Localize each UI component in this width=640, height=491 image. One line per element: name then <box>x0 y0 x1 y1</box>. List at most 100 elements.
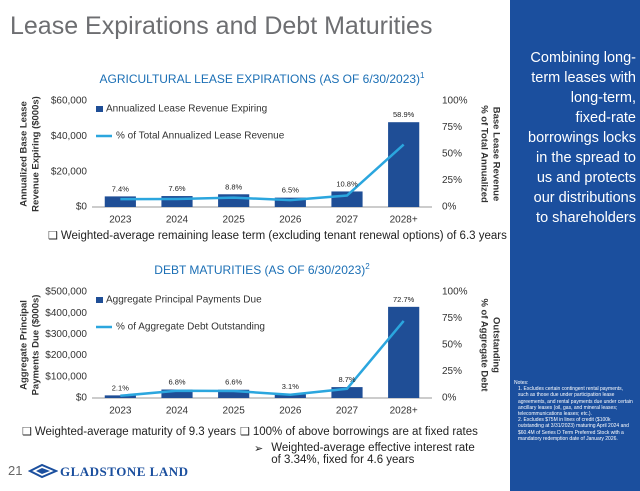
bullet-text: Weighted-average remaining lease term (e… <box>60 230 507 242</box>
legend-label: Aggregate Principal Payments Due <box>106 295 262 306</box>
legend-label: % of Total Annualized Lease Revenue <box>116 131 285 142</box>
bar <box>331 191 363 207</box>
bullet: ❑ 100% of above borrowings are at fixed r… <box>240 426 478 438</box>
line <box>120 143 405 202</box>
y-tick-label: $20,000 <box>51 166 88 177</box>
y-tick-label: $0 <box>76 393 88 404</box>
y-tick-label: $40,000 <box>51 131 88 142</box>
bullet-text: 100% of above borrowings are at fixed ra… <box>252 426 478 438</box>
y2-axis-label: Outstanding <box>490 317 501 373</box>
value-label: 8.7% <box>338 375 355 384</box>
logo-icon <box>28 463 58 479</box>
bullet: ➢ Weighted-average effective interest rat… <box>254 442 504 466</box>
y-axis-label: Revenue Expiring ($000s) <box>31 96 42 212</box>
page-number: 21 <box>8 463 23 478</box>
chart-title-text: AGRICULTURAL LEASE EXPIRATIONS (AS OF 6/… <box>99 72 420 86</box>
x-tick-label: 2026 <box>279 406 302 417</box>
bar <box>218 389 250 398</box>
y-tick-label: $400,000 <box>45 308 87 319</box>
x-tick-label: 2023 <box>109 215 132 226</box>
x-tick-label: 2027 <box>336 406 359 417</box>
sidebar-line: fixed-rate <box>575 110 636 126</box>
x-tick-label: 2028+ <box>390 215 418 226</box>
y-tick-label: $100,000 <box>45 371 87 382</box>
sidebar-line: long-term, <box>570 90 636 106</box>
y2-tick-label: 25% <box>442 175 462 186</box>
chart-title-note: 1 <box>420 71 425 80</box>
x-tick-label: 2027 <box>336 215 359 226</box>
bar <box>388 306 420 398</box>
bullet-text: Weighted-average effective interest rate… <box>271 442 475 466</box>
note: 2. Excludes $75M in lines of credit ($10… <box>518 417 629 442</box>
chart-title: AGRICULTURAL LEASE EXPIRATIONS (AS OF 6/… <box>99 71 425 86</box>
sidebar-line: term leases with <box>531 70 636 86</box>
sidebar-line: our distributions <box>533 190 636 206</box>
y-tick-label: $60,000 <box>51 96 88 107</box>
bar <box>388 122 420 207</box>
chart: AGRICULTURAL LEASE EXPIRATIONS (AS OF 6/… <box>19 71 502 226</box>
y2-axis-label: % of Aggregate Debt <box>478 298 489 392</box>
y2-tick-label: 50% <box>442 149 462 160</box>
y2-axis-label: % of Total Annualized <box>478 105 489 203</box>
bar <box>274 197 306 207</box>
y-tick-label: $200,000 <box>45 350 87 361</box>
value-label: 8.8% <box>225 182 242 191</box>
y2-tick-label: 100% <box>442 96 468 107</box>
y2-axis-label: Base Lease Revenue <box>490 107 501 202</box>
y2-tick-label: 75% <box>442 122 462 133</box>
x-tick-label: 2025 <box>223 406 246 417</box>
bullet-text: Weighted-average maturity of 9.3 years <box>34 426 237 438</box>
sidebar-line: borrowings locks <box>528 130 636 146</box>
value-label: 2.1% <box>112 383 129 392</box>
x-tick-label: 2024 <box>166 406 189 417</box>
x-tick-label: 2025 <box>223 215 246 226</box>
value-label: 72.7% <box>393 295 415 304</box>
sidebar <box>510 0 640 491</box>
x-tick-label: 2026 <box>279 215 302 226</box>
y-tick-label: $300,000 <box>45 329 87 340</box>
sidebar-line: in the spread to <box>536 150 636 166</box>
bar <box>218 194 250 207</box>
y-axis-label: Aggregate Principal <box>19 300 30 390</box>
sidebar-line: Combining long- <box>530 50 636 66</box>
value-label: 7.6% <box>168 184 185 193</box>
y-axis-label: Annualized Base Lease <box>19 101 30 207</box>
value-label: 7.4% <box>112 184 129 193</box>
x-tick-label: 2023 <box>109 406 132 417</box>
y-tick-label: $0 <box>76 202 88 213</box>
chart-title-text: DEBT MATURITIES (AS OF 6/30/2023) <box>154 263 365 277</box>
value-label: 6.8% <box>168 378 185 387</box>
y-tick-label: $500,000 <box>45 287 87 298</box>
y2-tick-label: 50% <box>442 340 462 351</box>
value-label: 3.1% <box>282 382 299 391</box>
line <box>120 320 405 398</box>
x-tick-label: 2024 <box>166 215 189 226</box>
slide-title: Lease Expirations and Debt Maturities <box>10 12 433 40</box>
bar <box>331 387 363 398</box>
bar <box>104 395 136 398</box>
y2-tick-label: 0% <box>442 393 457 404</box>
y2-tick-label: 25% <box>442 366 462 377</box>
legend-swatch <box>96 297 103 303</box>
legend-label: % of Aggregate Debt Outstanding <box>116 322 265 333</box>
value-label: 58.9% <box>393 110 415 119</box>
chart: DEBT MATURITIES (AS OF 6/30/2023)2 Aggreg… <box>19 262 502 417</box>
bar <box>104 196 136 207</box>
note: 1. Excludes certain contingent rental pa… <box>518 386 633 418</box>
sidebar-line: us and protects <box>536 170 636 186</box>
legend-swatch <box>96 106 103 112</box>
sidebar-line: to shareholders <box>536 210 636 226</box>
bullet: ❑ Weighted-average maturity of 9.3 years <box>22 426 237 438</box>
bar <box>161 196 193 207</box>
y2-tick-label: 100% <box>442 287 468 298</box>
y-axis-label: Payments Due ($000s) <box>31 295 42 396</box>
y2-tick-label: 75% <box>442 313 462 324</box>
value-label: 6.5% <box>282 186 299 195</box>
bar <box>161 389 193 398</box>
logo: GLADSTONE LAND <box>60 464 189 479</box>
bar <box>274 394 306 398</box>
chart-title-note: 2 <box>365 262 370 271</box>
notes: Notes: 1. Excludes certain contingent re… <box>514 380 634 442</box>
legend-label: Annualized Lease Revenue Expiring <box>106 104 267 115</box>
